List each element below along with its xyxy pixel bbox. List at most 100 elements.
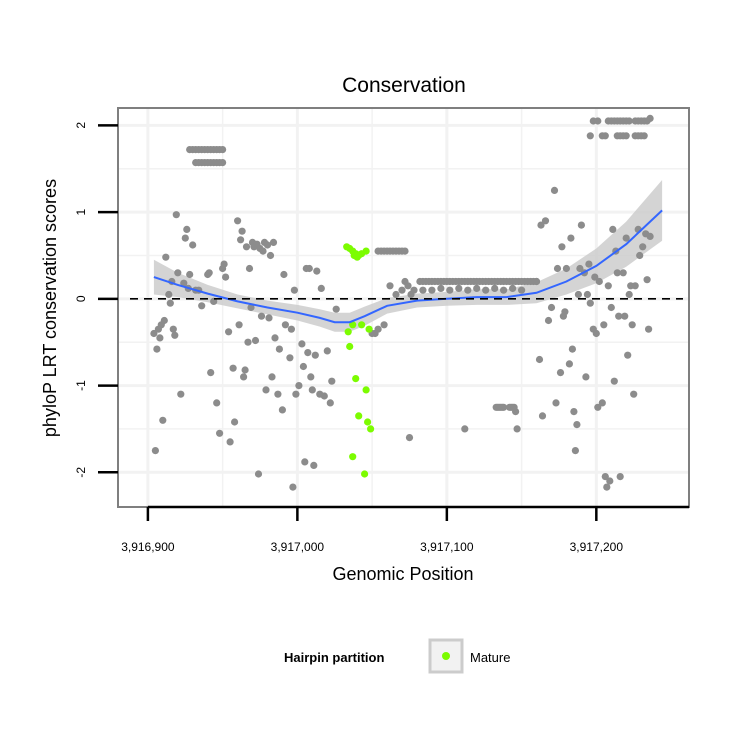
data-point-other: [166, 299, 174, 307]
data-point-other: [295, 382, 303, 390]
data-point-other: [625, 117, 633, 125]
data-point-other: [570, 408, 578, 416]
data-point-other: [189, 241, 197, 249]
data-point-mature: [362, 386, 370, 394]
data-point-other: [607, 303, 615, 312]
data-point-other: [482, 286, 490, 294]
data-point-other: [558, 243, 566, 251]
data-point-other: [287, 325, 295, 333]
data-point-other: [461, 425, 469, 433]
data-point-mature: [349, 321, 357, 329]
data-point-other: [646, 114, 654, 122]
data-point-other: [304, 349, 312, 357]
data-point-other: [205, 269, 213, 277]
data-point-other: [219, 159, 227, 167]
data-point-other: [628, 321, 636, 329]
data-point-other: [561, 308, 569, 316]
data-point-other: [594, 117, 602, 125]
data-point-other: [313, 267, 321, 275]
x-tick-label: 3,917,000: [271, 540, 325, 554]
data-point-other: [222, 273, 230, 281]
data-point-other: [592, 329, 600, 338]
data-point-other: [332, 305, 340, 313]
data-point-other: [392, 290, 400, 299]
data-point-other: [464, 286, 472, 294]
data-point-other: [268, 373, 276, 381]
data-point-other: [311, 351, 319, 359]
data-point-other: [586, 132, 594, 140]
data-point-other: [180, 279, 188, 287]
y-tick-label: -1: [74, 380, 88, 391]
data-point-other: [473, 284, 481, 292]
smooth-fit-line: [153, 209, 663, 324]
data-point-other: [547, 303, 556, 312]
data-point-other: [537, 221, 545, 229]
data-point-other: [307, 373, 315, 381]
data-point-other: [636, 251, 644, 260]
data-point-other: [604, 282, 612, 290]
data-point-other: [289, 483, 297, 491]
data-point-other: [583, 290, 592, 299]
data-point-other: [616, 473, 624, 481]
data-point-mature: [346, 342, 354, 351]
data-point-other: [582, 373, 590, 381]
data-point-other: [428, 286, 436, 294]
data-point-mature: [365, 325, 373, 333]
y-tick-label: 0: [74, 295, 88, 302]
data-point-other: [263, 241, 272, 249]
data-point-other: [298, 340, 306, 348]
data-point-other: [535, 355, 544, 364]
data-point-other: [643, 276, 651, 284]
y-tick-label: 1: [74, 208, 88, 215]
data-point-other: [500, 403, 508, 411]
data-point-other: [257, 312, 266, 320]
data-point-other: [151, 447, 159, 455]
data-point-other: [320, 392, 328, 400]
data-point-other: [262, 386, 270, 394]
data-point-other: [594, 403, 602, 411]
data-point-other: [631, 282, 639, 290]
data-point-other: [220, 260, 228, 268]
data-point-other: [231, 418, 239, 426]
data-point-other: [286, 354, 294, 362]
data-point-other: [621, 312, 629, 320]
plot-area: 3,916,900 3,917,000 3,917,100 3,917,200 -2 -1…: [74, 107, 690, 554]
data-point-other: [183, 225, 191, 233]
data-point-other: [301, 458, 309, 466]
data-point-other: [508, 284, 517, 292]
data-point-other: [598, 399, 606, 407]
data-point-other: [609, 225, 617, 233]
data-point-other: [235, 321, 243, 329]
data-point-other: [219, 146, 227, 154]
data-point-mature: [361, 470, 369, 478]
data-point-other: [181, 234, 189, 242]
data-point-mature: [352, 375, 360, 383]
data-point-mature: [358, 321, 366, 329]
data-point-other: [606, 477, 614, 485]
data-point-other: [281, 321, 289, 329]
data-point-other: [518, 286, 526, 294]
data-point-other: [245, 264, 254, 273]
data-point-other: [567, 234, 575, 242]
data-point-other: [568, 345, 577, 353]
data-point-other: [225, 328, 233, 336]
legend-label-mature: Mature: [470, 650, 510, 665]
data-point-other: [615, 312, 623, 320]
data-point-other: [242, 243, 251, 251]
data-point-other: [150, 329, 158, 338]
data-point-other: [234, 217, 242, 225]
data-point-mature: [367, 425, 375, 433]
data-point-other: [574, 290, 583, 299]
data-point-other: [601, 473, 609, 481]
y-tick-label: 2: [74, 122, 88, 129]
data-point-other: [160, 316, 168, 325]
data-point-other: [455, 284, 463, 292]
data-point-other: [213, 399, 221, 407]
x-tick-label: 3,916,900: [121, 540, 175, 554]
data-point-other: [645, 325, 653, 333]
data-point-other: [226, 438, 234, 446]
data-point-other: [405, 434, 414, 442]
data-point-other: [323, 347, 331, 355]
data-point-other: [446, 286, 454, 294]
data-point-other: [401, 247, 409, 255]
